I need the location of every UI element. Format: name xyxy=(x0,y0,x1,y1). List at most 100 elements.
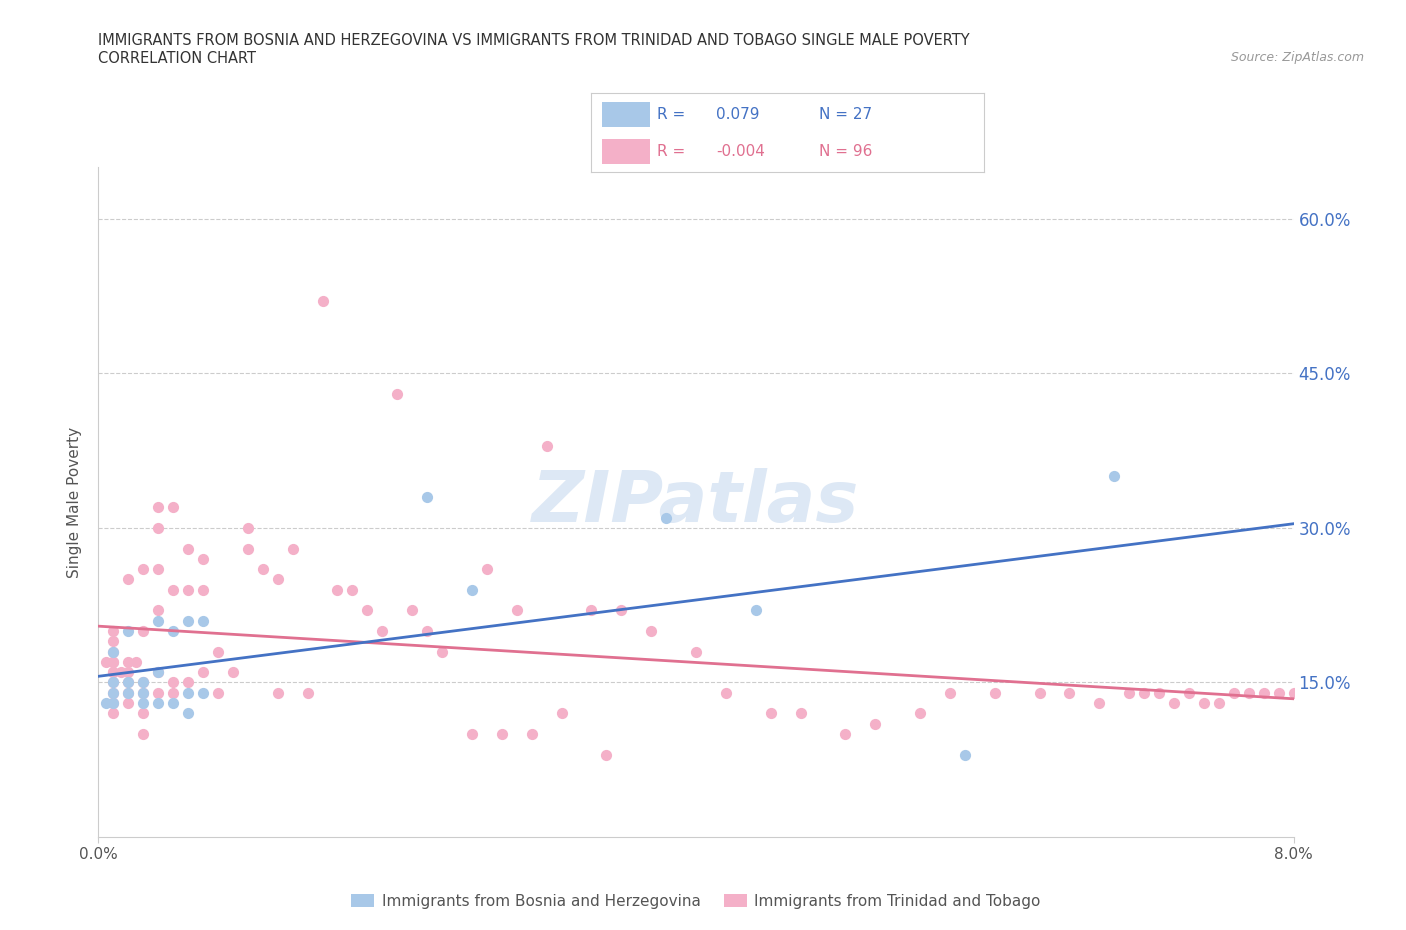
Point xyxy=(311,294,333,309)
Point xyxy=(148,613,170,628)
Point xyxy=(401,603,423,618)
Point xyxy=(103,706,125,721)
Point xyxy=(430,644,453,659)
Point xyxy=(132,623,155,638)
Point xyxy=(595,747,617,762)
Point xyxy=(103,634,125,649)
Point xyxy=(1088,696,1111,711)
Point xyxy=(983,685,1005,700)
Point xyxy=(117,675,139,690)
Point xyxy=(162,685,184,700)
Point xyxy=(1192,696,1215,711)
Point xyxy=(132,675,155,690)
Text: CORRELATION CHART: CORRELATION CHART xyxy=(98,51,256,66)
Point xyxy=(267,685,290,700)
Text: 0.079: 0.079 xyxy=(717,107,761,122)
Point xyxy=(117,655,139,670)
Point xyxy=(148,603,170,618)
Point xyxy=(939,685,962,700)
Point xyxy=(94,655,117,670)
Point xyxy=(103,665,125,680)
Point xyxy=(148,685,170,700)
Point xyxy=(117,572,139,587)
Point xyxy=(789,706,811,721)
Point xyxy=(94,696,117,711)
Point xyxy=(148,696,170,711)
Point xyxy=(103,623,125,638)
Point xyxy=(745,603,768,618)
Text: Source: ZipAtlas.com: Source: ZipAtlas.com xyxy=(1230,51,1364,64)
Point xyxy=(1237,685,1260,700)
Point xyxy=(326,582,349,597)
Point xyxy=(908,706,931,721)
Point xyxy=(103,675,125,690)
Point xyxy=(103,696,125,711)
Point xyxy=(148,562,170,577)
Point xyxy=(103,665,125,680)
Point xyxy=(191,613,214,628)
Point xyxy=(117,696,139,711)
Point xyxy=(1222,685,1246,700)
Point xyxy=(177,706,200,721)
Point xyxy=(177,675,200,690)
Point xyxy=(191,665,214,680)
Text: N = 96: N = 96 xyxy=(818,144,872,159)
Point xyxy=(491,726,513,741)
Point xyxy=(148,665,170,680)
Point xyxy=(148,521,170,536)
Point xyxy=(117,675,139,690)
Point xyxy=(1028,685,1050,700)
Point xyxy=(475,562,498,577)
Point xyxy=(191,551,214,566)
Point xyxy=(191,582,214,597)
Point xyxy=(610,603,633,618)
Point xyxy=(1133,685,1156,700)
Point xyxy=(132,685,155,700)
Point xyxy=(759,706,782,721)
Point xyxy=(461,582,484,597)
Point xyxy=(536,438,558,453)
Text: -0.004: -0.004 xyxy=(717,144,765,159)
Point xyxy=(252,562,274,577)
Point xyxy=(132,562,155,577)
Point xyxy=(581,603,603,618)
Point xyxy=(191,685,214,700)
Point xyxy=(1163,696,1185,711)
Point xyxy=(267,572,290,587)
Point xyxy=(550,706,572,721)
Point xyxy=(281,541,304,556)
Point xyxy=(177,541,200,556)
Point xyxy=(103,655,125,670)
Point xyxy=(297,685,319,700)
Y-axis label: Single Male Poverty: Single Male Poverty xyxy=(67,427,83,578)
Point xyxy=(1147,685,1170,700)
Point xyxy=(103,675,125,690)
Point xyxy=(685,644,707,659)
Text: R =: R = xyxy=(658,107,686,122)
Point xyxy=(834,726,856,741)
Point xyxy=(506,603,529,618)
Point xyxy=(125,655,148,670)
Point xyxy=(1282,685,1305,700)
Point xyxy=(640,623,662,638)
Point xyxy=(177,582,200,597)
Point xyxy=(132,706,155,721)
Point xyxy=(236,521,259,536)
Point xyxy=(162,623,184,638)
Point xyxy=(103,644,125,659)
Point xyxy=(385,387,409,402)
Point xyxy=(117,685,139,700)
Text: N = 27: N = 27 xyxy=(818,107,872,122)
Point xyxy=(461,726,484,741)
Point xyxy=(132,696,155,711)
Point xyxy=(222,665,245,680)
Point xyxy=(1059,685,1081,700)
Point xyxy=(148,500,170,515)
Point xyxy=(148,665,170,680)
Text: IMMIGRANTS FROM BOSNIA AND HERZEGOVINA VS IMMIGRANTS FROM TRINIDAD AND TOBAGO SI: IMMIGRANTS FROM BOSNIA AND HERZEGOVINA V… xyxy=(98,33,970,47)
Point xyxy=(103,685,125,700)
Point xyxy=(356,603,378,618)
Point xyxy=(162,500,184,515)
Point xyxy=(132,675,155,690)
Point xyxy=(132,685,155,700)
